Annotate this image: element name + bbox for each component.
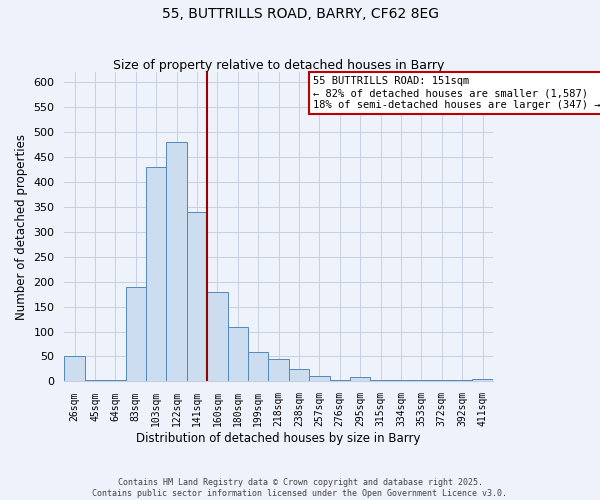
Bar — [391, 380, 411, 382]
Bar — [452, 380, 472, 382]
Bar — [125, 286, 146, 382]
Bar — [350, 378, 370, 382]
Bar — [411, 380, 431, 382]
Bar — [472, 379, 493, 382]
Text: 55, BUTTRILLS ROAD, BARRY, CF62 8EG: 55, BUTTRILLS ROAD, BARRY, CF62 8EG — [161, 8, 439, 22]
Bar — [309, 376, 329, 382]
Text: Contains HM Land Registry data © Crown copyright and database right 2025.
Contai: Contains HM Land Registry data © Crown c… — [92, 478, 508, 498]
Bar — [289, 369, 309, 382]
Bar — [370, 380, 391, 382]
Bar — [64, 356, 85, 382]
Bar — [105, 380, 125, 382]
Bar — [227, 326, 248, 382]
Bar — [166, 142, 187, 382]
Bar — [85, 380, 105, 382]
Bar — [248, 352, 268, 382]
Bar — [207, 292, 227, 382]
X-axis label: Distribution of detached houses by size in Barry: Distribution of detached houses by size … — [136, 432, 421, 445]
Bar — [431, 380, 452, 382]
Bar — [187, 212, 207, 382]
Y-axis label: Number of detached properties: Number of detached properties — [15, 134, 28, 320]
Title: Size of property relative to detached houses in Barry: Size of property relative to detached ho… — [113, 59, 444, 72]
Text: 55 BUTTRILLS ROAD: 151sqm
← 82% of detached houses are smaller (1,587)
18% of se: 55 BUTTRILLS ROAD: 151sqm ← 82% of detac… — [313, 76, 600, 110]
Bar — [146, 166, 166, 382]
Bar — [329, 380, 350, 382]
Bar — [268, 359, 289, 382]
